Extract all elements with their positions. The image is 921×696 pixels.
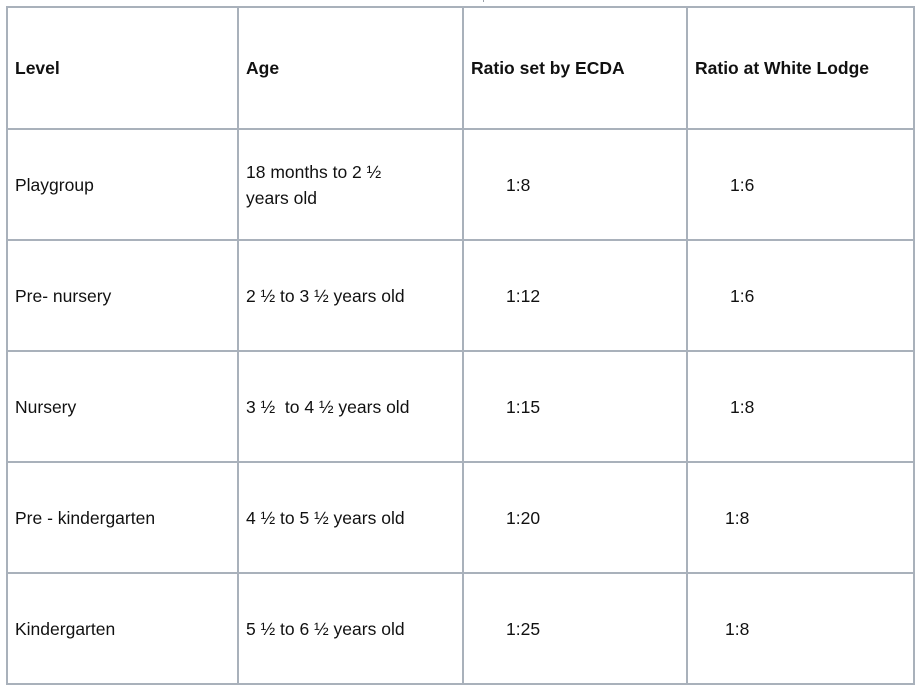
level-cell: Nursery [6, 350, 239, 463]
table-row: Pre- nursery 2 ½ to 3 ½ years old 1:12 1… [6, 239, 915, 352]
ecda-ratio-cell: 1:25 [462, 572, 688, 685]
ecda-ratio-cell: 1:8 [462, 128, 688, 241]
table-row: Nursery 3 ½ to 4 ½ years old 1:15 1:8 [6, 350, 915, 463]
table-row: Playgroup 18 months to 2 ½ years old 1:8… [6, 128, 915, 241]
header-age: Age [237, 6, 464, 130]
age-cell: 3 ½ to 4 ½ years old [237, 350, 464, 463]
age-cell: 2 ½ to 3 ½ years old [237, 239, 464, 352]
white-lodge-ratio-cell: 1:8 [686, 350, 915, 463]
table-row: Kindergarten 5 ½ to 6 ½ years old 1:25 1… [6, 572, 915, 685]
header-ratio-white-lodge: Ratio at White Lodge [686, 6, 915, 130]
ecda-ratio-cell: 1:20 [462, 461, 688, 574]
white-lodge-ratio-cell: 1:6 [686, 128, 915, 241]
header-level: Level [6, 6, 239, 130]
table-row: Pre - kindergarten 4 ½ to 5 ½ years old … [6, 461, 915, 574]
age-cell: 5 ½ to 6 ½ years old [237, 572, 464, 685]
white-lodge-ratio-cell: 1:8 [686, 572, 915, 685]
ecda-ratio-cell: 1:12 [462, 239, 688, 352]
level-cell: Pre- nursery [6, 239, 239, 352]
teacher-child-ratio-table: Level Age Ratio set by ECDA Ratio at Whi… [6, 6, 915, 685]
header-ratio-ecda: Ratio set by ECDA [462, 6, 688, 130]
age-cell: 18 months to 2 ½ years old [237, 128, 464, 241]
level-cell: Pre - kindergarten [6, 461, 239, 574]
page-fragment-mark [483, 0, 488, 2]
ecda-ratio-cell: 1:15 [462, 350, 688, 463]
age-cell: 4 ½ to 5 ½ years old [237, 461, 464, 574]
white-lodge-ratio-cell: 1:8 [686, 461, 915, 574]
level-cell: Kindergarten [6, 572, 239, 685]
level-cell: Playgroup [6, 128, 239, 241]
table-header-row: Level Age Ratio set by ECDA Ratio at Whi… [6, 6, 915, 130]
white-lodge-ratio-cell: 1:6 [686, 239, 915, 352]
